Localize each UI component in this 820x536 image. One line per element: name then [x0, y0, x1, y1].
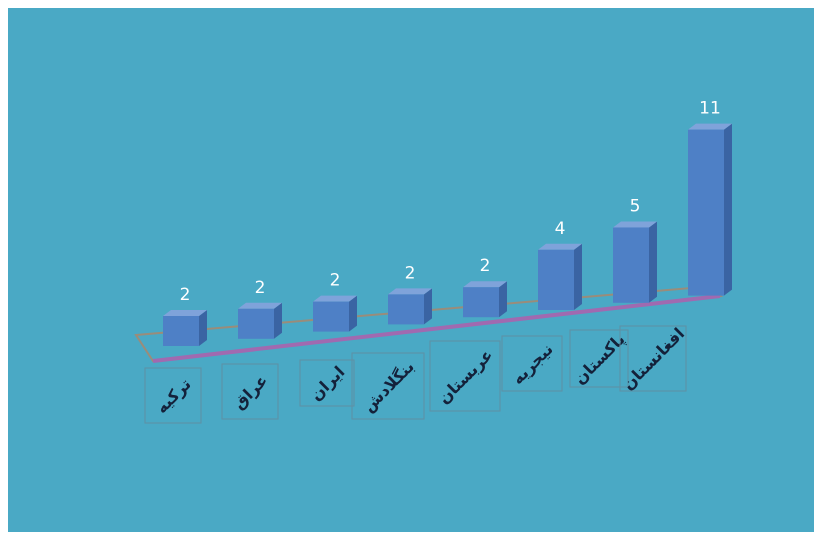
bar-front: [688, 129, 724, 296]
label-box: [351, 352, 425, 420]
category-label: عربستان: [429, 340, 501, 412]
bar-top: [313, 295, 357, 302]
bar-front: [238, 308, 274, 339]
bar-side: [349, 295, 357, 332]
value-label: 2: [180, 285, 191, 305]
label-box: [501, 335, 563, 392]
value-label: 2: [405, 263, 416, 283]
bar-front: [313, 301, 349, 332]
value-label: 5: [630, 196, 641, 216]
bar-4: [388, 288, 432, 325]
value-label: 11: [699, 99, 721, 119]
bar-2: [238, 302, 282, 339]
value-label: 2: [255, 278, 266, 298]
bar-front: [613, 227, 649, 303]
bar-1: [163, 310, 207, 346]
bar-5: [463, 281, 507, 318]
bar-side: [274, 302, 282, 339]
bar-top: [688, 123, 732, 130]
bar-front: [463, 287, 499, 318]
bar-6: [538, 243, 582, 310]
category-label-text: افغانستان: [619, 324, 689, 394]
label-box: [429, 340, 501, 412]
value-label: 2: [330, 271, 341, 291]
bar-side: [499, 281, 507, 318]
bar-front: [538, 249, 574, 310]
category-label: عراق: [221, 363, 279, 420]
category-label-text: بنگلادش: [359, 357, 418, 416]
category-label-text: عراق: [229, 371, 271, 413]
category-label-text: عربستان: [434, 345, 496, 407]
bar-top: [388, 288, 432, 295]
value-label: 4: [555, 219, 566, 239]
category-label: ترکیه: [144, 367, 202, 424]
bars-group: [163, 123, 732, 346]
category-label-text: نیجریه: [508, 340, 557, 389]
bar-chart: 2 2 2 2 2 4 5 11 ترکیه عراق ایران بنگلادش عربستان نی…: [134, 99, 732, 424]
bar-top: [163, 310, 207, 316]
bar-side: [724, 123, 732, 296]
bar-top: [463, 281, 507, 288]
bar-front: [388, 294, 424, 325]
bar-side: [649, 221, 657, 303]
bar-3: [313, 295, 357, 332]
category-label: بنگلادش: [351, 352, 425, 420]
chart-floor: [134, 285, 724, 363]
chart-area: 2 2 2 2 2 4 5 11 ترکیه عراق ایران بنگلادش عربستان نی…: [8, 8, 814, 532]
label-box: [619, 325, 687, 392]
label-box: [569, 329, 629, 388]
bar-top: [238, 302, 282, 309]
floor-front-edge: [152, 294, 721, 363]
value-labels-group: 2 2 2 2 2 4 5 11: [180, 99, 721, 305]
bar-front: [163, 316, 199, 346]
label-box: [144, 367, 202, 424]
label-box: [221, 363, 279, 420]
bar-top: [613, 221, 657, 228]
bar-side: [574, 243, 582, 310]
category-labels-group: ترکیه عراق ایران بنگلادش عربستان نیجریه پاکستا…: [144, 324, 689, 424]
value-label: 2: [480, 256, 491, 276]
label-box: [299, 359, 355, 407]
bar-8: [688, 123, 732, 296]
bar-side: [199, 310, 207, 346]
category-label: نیجریه: [501, 335, 563, 392]
category-label: افغانستان: [619, 324, 689, 394]
category-label-text: ترکیه: [152, 374, 195, 417]
bar-side: [424, 288, 432, 325]
bar-top: [538, 243, 582, 250]
bar-7: [613, 221, 657, 303]
category-label: ایران: [299, 359, 355, 407]
category-label-text: ایران: [306, 362, 348, 404]
